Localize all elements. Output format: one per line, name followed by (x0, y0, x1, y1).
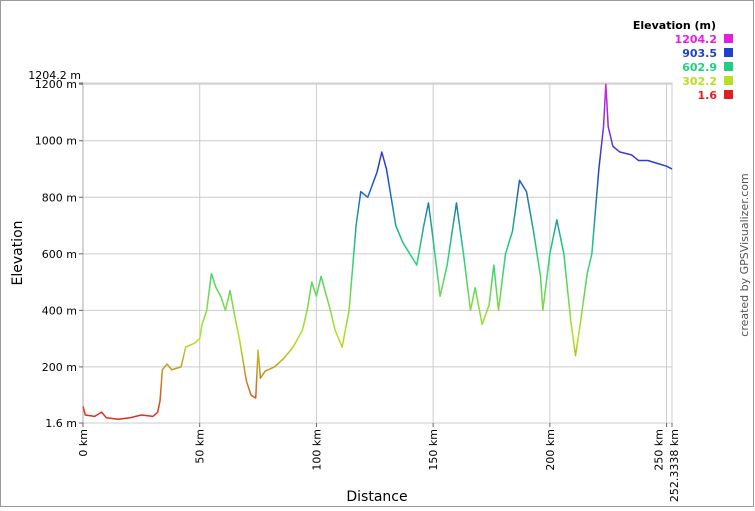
y-axis-label: Elevation (10, 220, 26, 285)
legend-swatch (724, 90, 733, 99)
elevation-line (82, 83, 673, 420)
y-tick-label: 1204.2 m (28, 69, 81, 82)
legend-swatch (724, 34, 733, 43)
x-tick-label: 200 km (544, 429, 557, 471)
legend-label: 1.6 (698, 89, 718, 102)
legend-label: 903.5 (682, 47, 717, 60)
legend-swatch (724, 62, 733, 71)
legend-swatch (724, 48, 733, 57)
y-tick-label: 600 m (42, 248, 77, 261)
y-tick-label: 800 m (42, 191, 77, 204)
y-tick-label: 1000 m (35, 135, 77, 148)
credit: created by GPSVisualizer.com (738, 173, 751, 336)
legend-label: 1204.2 (675, 33, 717, 46)
x-tick-label: 250 km (653, 429, 666, 471)
x-axis-label: Distance (346, 489, 407, 505)
y-tick-label: 1.6 m (45, 417, 77, 430)
x-tick-label: 150 km (427, 429, 440, 471)
legend-swatch (724, 76, 733, 85)
y-tick-label: 200 m (42, 361, 77, 374)
y-tick-label: 1200 m (35, 78, 77, 91)
x-tick-label: 252.3338 km (668, 429, 681, 502)
x-tick-label: 50 km (194, 429, 207, 464)
legend-label: 602.9 (682, 61, 717, 74)
x-tick-label: 0 km (77, 429, 90, 457)
legend-label: 302.2 (682, 75, 717, 88)
legend-title: Elevation (m) (633, 19, 716, 32)
x-tick-label: 100 km (310, 429, 323, 471)
y-tick-label: 400 m (42, 304, 77, 317)
